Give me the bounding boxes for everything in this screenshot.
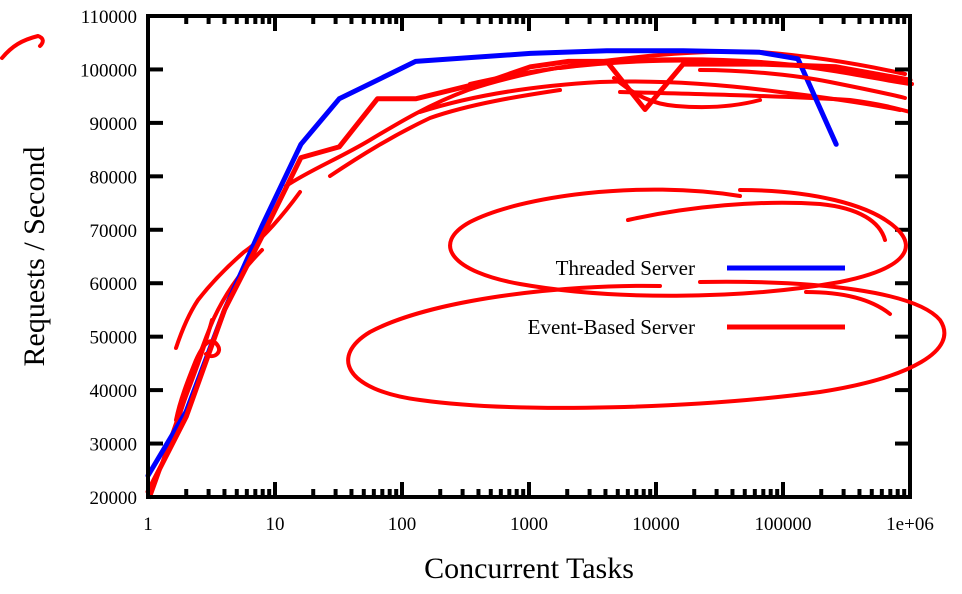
ink-stroke-4 bbox=[284, 49, 907, 188]
y-tick-label: 90000 bbox=[90, 114, 138, 135]
y-tick-label: 110000 bbox=[81, 7, 137, 28]
ink-stroke-8 bbox=[468, 57, 914, 86]
ink-mark-7 bbox=[612, 76, 762, 110]
y-tick-label: 100000 bbox=[80, 60, 137, 81]
legend-label-threaded: Threaded Server bbox=[556, 256, 695, 280]
y-tick-label: 50000 bbox=[90, 328, 138, 349]
x-tick-label: 1 bbox=[143, 514, 153, 535]
ink-stroke-7 bbox=[328, 88, 562, 178]
ink-mark-2 bbox=[626, 200, 887, 242]
x-tick-label: 10000 bbox=[632, 514, 680, 535]
y-tick-label: 30000 bbox=[90, 435, 138, 456]
ink-stroke-5 bbox=[418, 79, 902, 114]
y-tick-label: 80000 bbox=[90, 167, 138, 188]
y-axis-title: Requests / Second bbox=[18, 147, 51, 367]
x-tick-label: 100000 bbox=[755, 514, 812, 535]
x-tick-label: 100 bbox=[388, 514, 417, 535]
ink-stroke-9 bbox=[618, 90, 912, 114]
tick-labels: 1 10 100 1000 10000 100000 1e+06 20000 30000 4000… bbox=[80, 7, 934, 535]
y-tick-label: 60000 bbox=[90, 274, 138, 295]
ink-mark-1 bbox=[0, 34, 45, 60]
ink-mark-8 bbox=[698, 68, 907, 100]
y-tick-label: 20000 bbox=[90, 488, 138, 509]
axis-ticks bbox=[146, 14, 912, 499]
legend: Threaded Server Event-Based Server bbox=[528, 256, 845, 339]
handwritten-annotations-back bbox=[148, 49, 914, 499]
x-tick-label: 10 bbox=[266, 514, 285, 535]
ink-mark-4 bbox=[804, 290, 892, 316]
x-tick-label: 1e+06 bbox=[886, 514, 934, 535]
y-tick-label: 70000 bbox=[90, 221, 138, 242]
ink-mark-6 bbox=[174, 339, 221, 422]
x-axis-title: Concurrent Tasks bbox=[424, 552, 634, 585]
y-tick-label: 40000 bbox=[90, 381, 138, 402]
ink-mark-5 bbox=[346, 279, 947, 410]
series-layer bbox=[145, 48, 913, 495]
legend-label-event-based: Event-Based Server bbox=[528, 315, 695, 339]
x-tick-label: 1000 bbox=[510, 514, 548, 535]
ink-mark-3 bbox=[448, 187, 908, 298]
handwritten-annotations-front bbox=[0, 34, 947, 422]
series-line-event-based bbox=[145, 58, 913, 495]
ink-stroke-1 bbox=[174, 190, 302, 350]
